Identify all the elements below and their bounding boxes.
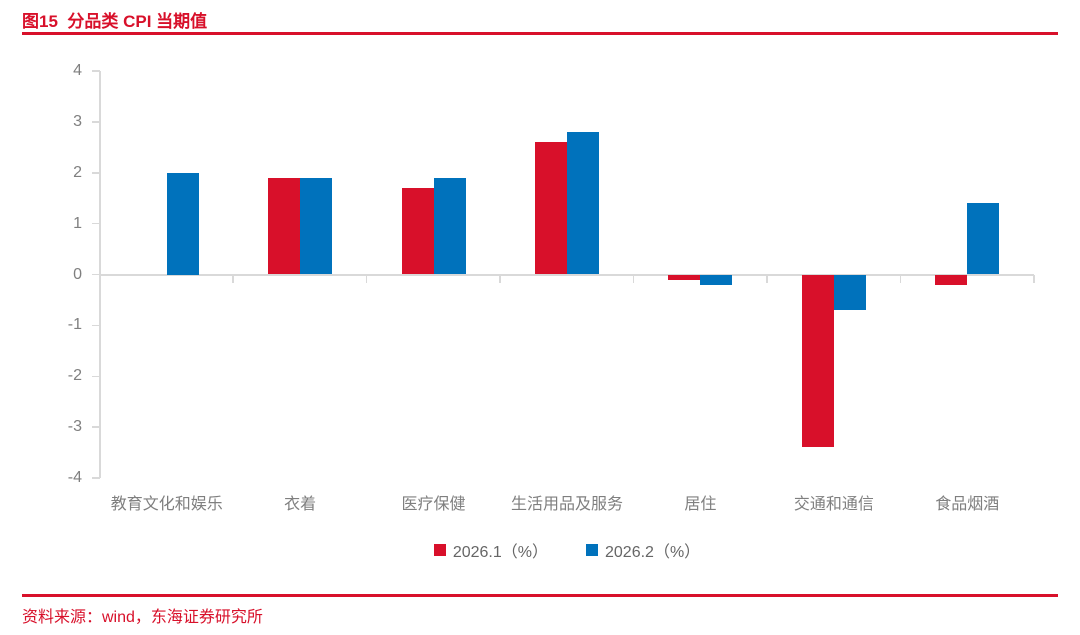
bar-series2-cat3 (567, 132, 599, 275)
bar-series2-cat6 (967, 203, 1000, 275)
x-axis-category-label: 医疗保健 (401, 496, 466, 513)
x-axis-tick (766, 274, 768, 283)
y-axis-tick-label: -4 (67, 469, 82, 486)
y-axis-tick (92, 477, 100, 479)
source-note: 资料来源：wind，东海证券研究所 (22, 609, 263, 626)
y-axis-tick (92, 172, 100, 174)
x-axis-tick (499, 274, 501, 283)
x-axis-category-label: 教育文化和娱乐 (110, 496, 223, 513)
legend-label: 2026.2（%） (605, 544, 701, 561)
bar-series2-cat5 (833, 274, 866, 311)
plot-area: 4 3 2 1 0 -1 -2 -3 -4 教育文化和娱乐 衣着 医疗保健 生活用品及服务 居住 交通和通信… (68, 62, 1035, 513)
y-axis-tick (92, 375, 100, 377)
bar-series2-cat4 (700, 274, 733, 285)
legend-label: 2026.1（%） (452, 544, 548, 561)
zero-line (100, 273, 1034, 276)
x-axis-tick (632, 274, 635, 283)
x-axis-category-label: 食品烟酒 (935, 496, 1000, 513)
bar-series2-cat2 (433, 177, 466, 275)
bar-series1-cat4 (668, 274, 701, 280)
y-axis-tick (92, 324, 100, 327)
x-axis-tick (365, 274, 368, 283)
y-axis-tick (92, 121, 100, 123)
x-axis-tick (232, 274, 234, 283)
y-axis-tick-label: -3 (67, 418, 82, 436)
bar-series1-cat5 (801, 274, 834, 448)
y-axis-tick-label: -2 (67, 367, 82, 385)
page-title: 图15 分品类 CPI 当期值 (22, 12, 208, 31)
chart-legend: 2026.1（%） 2026.2（%） (100, 538, 1034, 562)
legend-item: 2026.1（%） (433, 538, 548, 562)
footer-divider (22, 594, 1058, 597)
x-axis-category-label: 衣着 (284, 496, 317, 513)
legend-swatch-icon (586, 544, 598, 556)
y-axis-tick-label: 4 (73, 62, 82, 79)
x-axis-tick (899, 274, 902, 283)
y-axis-tick-label: 3 (73, 112, 82, 130)
bar-series1-cat1 (268, 177, 301, 275)
title-underline (22, 32, 1058, 35)
legend-swatch-icon (433, 544, 446, 556)
x-axis-tick (1033, 274, 1035, 283)
bar-series2-cat0 (166, 172, 199, 275)
bar-series2-cat1 (300, 177, 333, 275)
bar-series1-cat6 (935, 274, 968, 285)
x-axis-category-label: 生活用品及服务 (510, 496, 623, 513)
y-axis-tick-label: 2 (73, 163, 82, 181)
y-axis-tick-label: 0 (73, 265, 82, 283)
y-axis-tick-label: 1 (73, 214, 82, 232)
y-axis-tick (92, 273, 100, 276)
x-axis-category-label: 居住 (684, 496, 717, 513)
legend-item: 2026.2（%） (586, 538, 700, 562)
x-axis-category-label: 交通和通信 (793, 496, 874, 513)
y-axis-tick-label: -1 (67, 316, 82, 334)
bar-series1-cat2 (401, 188, 434, 275)
y-axis-tick (92, 70, 100, 72)
bar-chart: 4 3 2 1 0 -1 -2 -3 -4 教育文化和娱乐 衣着 医疗保健 生活用品及服务 居住 交通和通信… (0, 40, 1080, 520)
y-axis-tick (92, 222, 100, 225)
bar-series1-cat3 (535, 142, 567, 275)
y-axis-tick (92, 426, 100, 428)
